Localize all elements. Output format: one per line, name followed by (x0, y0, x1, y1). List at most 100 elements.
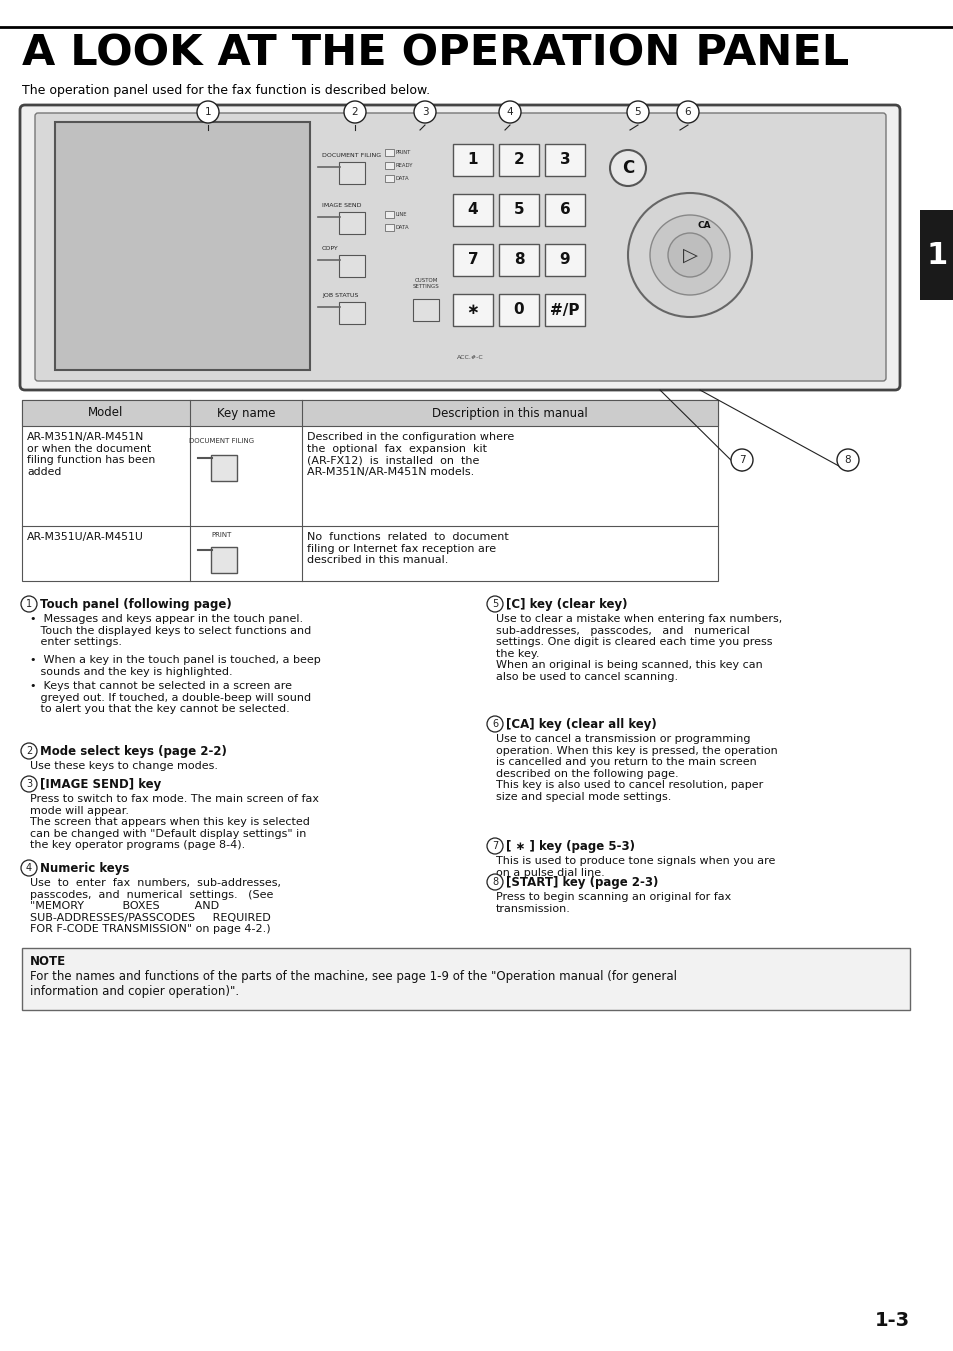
Circle shape (730, 449, 752, 471)
Text: PRINT: PRINT (395, 150, 411, 155)
Circle shape (196, 101, 219, 123)
Text: ACC.#-C: ACC.#-C (456, 355, 483, 359)
FancyBboxPatch shape (22, 948, 909, 1011)
Text: 6: 6 (684, 107, 691, 118)
Text: DATA: DATA (395, 226, 409, 230)
Circle shape (21, 861, 37, 875)
Text: DOCUMENT FILING: DOCUMENT FILING (190, 438, 254, 444)
Text: ∗: ∗ (466, 303, 478, 317)
Text: CA: CA (697, 220, 710, 230)
FancyBboxPatch shape (498, 245, 538, 276)
Text: 3: 3 (26, 780, 32, 789)
FancyBboxPatch shape (385, 162, 394, 169)
Text: 8: 8 (843, 455, 850, 465)
Circle shape (677, 101, 699, 123)
Text: PRINT: PRINT (212, 532, 232, 538)
Text: Model: Model (89, 407, 124, 420)
Text: Press to switch to fax mode. The main screen of fax
mode will appear.
The screen: Press to switch to fax mode. The main sc… (30, 794, 318, 850)
Text: COPY: COPY (322, 246, 338, 251)
Text: JOB STATUS: JOB STATUS (322, 293, 358, 299)
Circle shape (486, 838, 502, 854)
Circle shape (649, 215, 729, 295)
Circle shape (486, 716, 502, 732)
Text: •  Messages and keys appear in the touch panel.
   Touch the displayed keys to s: • Messages and keys appear in the touch … (30, 613, 311, 647)
Text: •  Keys that cannot be selected in a screen are
   greyed out. If touched, a dou: • Keys that cannot be selected in a scre… (30, 681, 311, 715)
Circle shape (21, 743, 37, 759)
Text: 5: 5 (513, 203, 524, 218)
Text: IMAGE SEND: IMAGE SEND (322, 203, 361, 208)
FancyBboxPatch shape (453, 295, 493, 326)
Text: For the names and functions of the parts of the machine, see page 1-9 of the "Op: For the names and functions of the parts… (30, 970, 677, 998)
Text: [CA] key (clear all key): [CA] key (clear all key) (505, 717, 656, 731)
Circle shape (414, 101, 436, 123)
Text: AR-M351U/AR-M451U: AR-M351U/AR-M451U (27, 532, 144, 542)
Text: 5: 5 (634, 107, 640, 118)
FancyBboxPatch shape (211, 455, 236, 481)
Text: •  When a key in the touch panel is touched, a beep
   sounds and the key is hig: • When a key in the touch panel is touch… (30, 655, 320, 677)
Text: AR-M351N/AR-M451N
or when the document
filing function has been
added: AR-M351N/AR-M451N or when the document f… (27, 432, 155, 477)
FancyBboxPatch shape (22, 400, 718, 426)
FancyBboxPatch shape (453, 245, 493, 276)
Circle shape (486, 596, 502, 612)
FancyBboxPatch shape (20, 105, 899, 390)
FancyBboxPatch shape (413, 299, 438, 322)
Text: Key name: Key name (216, 407, 275, 420)
Text: A LOOK AT THE OPERATION PANEL: A LOOK AT THE OPERATION PANEL (22, 32, 848, 74)
Text: 8: 8 (513, 253, 524, 267)
Text: LINE: LINE (395, 212, 407, 218)
Text: 3: 3 (559, 153, 570, 168)
Circle shape (498, 101, 520, 123)
Circle shape (836, 449, 858, 471)
Text: 4: 4 (467, 203, 477, 218)
Text: ▷: ▷ (681, 246, 697, 265)
Text: 9: 9 (559, 253, 570, 267)
FancyBboxPatch shape (385, 211, 394, 218)
Text: 3: 3 (421, 107, 428, 118)
Text: Use to clear a mistake when entering fax numbers,
sub-addresses,   passcodes,   : Use to clear a mistake when entering fax… (496, 613, 781, 682)
FancyBboxPatch shape (544, 245, 584, 276)
Text: 1: 1 (925, 240, 946, 269)
Text: [C] key (clear key): [C] key (clear key) (505, 598, 627, 611)
Text: Mode select keys (page 2-2): Mode select keys (page 2-2) (40, 744, 227, 758)
FancyBboxPatch shape (338, 255, 365, 277)
FancyBboxPatch shape (544, 195, 584, 226)
Text: 8: 8 (492, 877, 497, 888)
Circle shape (21, 596, 37, 612)
Text: 1-3: 1-3 (874, 1310, 909, 1329)
Text: 6: 6 (492, 719, 497, 730)
Text: Touch panel (following page): Touch panel (following page) (40, 598, 232, 611)
Text: 7: 7 (467, 253, 477, 267)
Circle shape (667, 232, 711, 277)
Text: 0: 0 (513, 303, 524, 317)
Text: NOTE: NOTE (30, 955, 66, 969)
Text: 4: 4 (506, 107, 513, 118)
Circle shape (344, 101, 366, 123)
FancyBboxPatch shape (338, 303, 365, 324)
FancyBboxPatch shape (55, 122, 310, 370)
Text: Numeric keys: Numeric keys (40, 862, 130, 875)
Text: 1: 1 (26, 598, 32, 609)
Text: DATA: DATA (395, 176, 409, 181)
FancyBboxPatch shape (544, 295, 584, 326)
Circle shape (21, 775, 37, 792)
Text: CUSTOM
SETTINGS: CUSTOM SETTINGS (413, 278, 439, 289)
Text: READY: READY (395, 163, 413, 168)
Text: [IMAGE SEND] key: [IMAGE SEND] key (40, 778, 161, 790)
Text: No  functions  related  to  document
filing or Internet fax reception are
descri: No functions related to document filing … (307, 532, 508, 565)
Text: C: C (621, 159, 634, 177)
Text: 7: 7 (492, 842, 497, 851)
FancyBboxPatch shape (338, 162, 365, 184)
FancyBboxPatch shape (385, 149, 394, 155)
Text: Press to begin scanning an original for fax
transmission.: Press to begin scanning an original for … (496, 892, 731, 913)
FancyBboxPatch shape (385, 176, 394, 182)
FancyBboxPatch shape (498, 295, 538, 326)
Text: 2: 2 (352, 107, 358, 118)
Text: 2: 2 (513, 153, 524, 168)
Circle shape (486, 874, 502, 890)
Text: Use these keys to change modes.: Use these keys to change modes. (30, 761, 218, 771)
Text: [ ∗ ] key (page 5-3): [ ∗ ] key (page 5-3) (505, 840, 635, 852)
Text: The operation panel used for the fax function is described below.: The operation panel used for the fax fun… (22, 84, 430, 97)
Text: Description in this manual: Description in this manual (432, 407, 587, 420)
FancyBboxPatch shape (453, 195, 493, 226)
Text: #/P: #/P (550, 303, 579, 317)
